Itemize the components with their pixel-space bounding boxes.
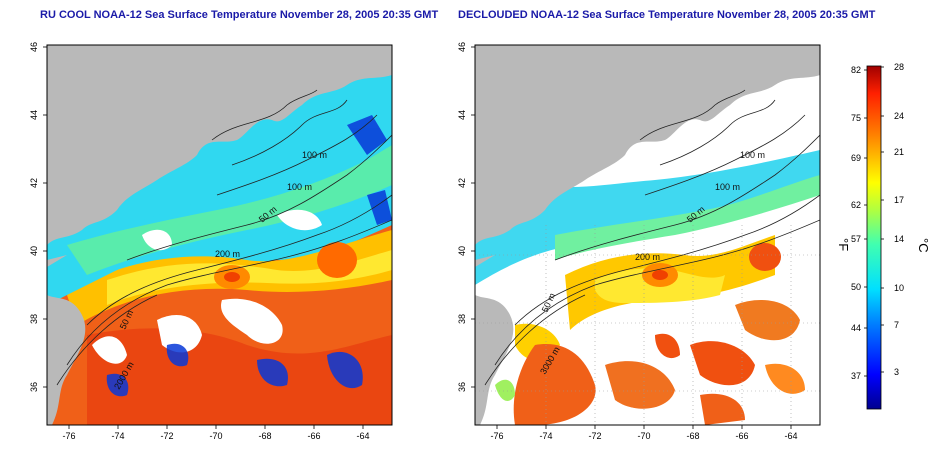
- fahrenheit-tick-label: 82: [851, 65, 861, 75]
- lon-tick-label: -76: [62, 431, 75, 441]
- contour-label: 100 m: [287, 182, 312, 192]
- lat-tick-label: 36: [29, 382, 39, 392]
- right-map-title: DECLOUDED NOAA-12 Sea Surface Temperatur…: [458, 9, 876, 21]
- lon-tick-label: -66: [735, 431, 748, 441]
- contour-label: 100 m: [715, 182, 740, 192]
- fahrenheit-tick-label: 75: [851, 113, 861, 123]
- celsius-tick-label: 24: [894, 111, 904, 121]
- colorbar-gradient: [866, 65, 882, 410]
- lon-tick-label: -70: [637, 431, 650, 441]
- lat-tick-label: 36: [457, 382, 467, 392]
- lon-tick-label: -64: [784, 431, 797, 441]
- right-lon-axis: -76 -74 -72 -70 -68 -66 -64: [490, 425, 798, 441]
- lat-tick-label: 44: [457, 110, 467, 120]
- left-lat-axis: 46 44 42 40 38 36: [29, 42, 47, 392]
- celsius-tick-label: 28: [894, 62, 904, 72]
- cold-pixels: [106, 115, 392, 397]
- contour-label: 200 m: [635, 252, 660, 262]
- right-lat-axis: 46 44 42 40 38 36: [457, 42, 475, 392]
- fahrenheit-ticks: 82 75 69 62 57 50 44 37: [851, 65, 867, 381]
- lon-tick-label: -70: [209, 431, 222, 441]
- lon-tick-label: -74: [539, 431, 552, 441]
- celsius-ticks: 28 24 21 17 14 10 7 3: [881, 62, 904, 377]
- colorbar: 82 75 69 62 57 50 44 37 28 24 21 17 14 10 7 3 °F °C: [836, 62, 931, 410]
- lon-tick-label: -66: [307, 431, 320, 441]
- lat-tick-label: 46: [457, 42, 467, 52]
- lat-tick-label: 46: [29, 42, 39, 52]
- celsius-tick-label: 17: [894, 195, 904, 205]
- fahrenheit-tick-label: 69: [851, 153, 861, 163]
- lon-tick-label: -74: [111, 431, 124, 441]
- right-map-panel: 100 m 100 m 50 m 200 m 50 m 3000 m -7: [457, 42, 821, 441]
- lat-tick-label: 42: [457, 178, 467, 188]
- celsius-unit-label: °C: [916, 238, 931, 253]
- lat-tick-label: 38: [457, 314, 467, 324]
- left-lon-axis: -76 -74 -72 -70 -68 -66 -64: [62, 425, 370, 441]
- contour-label: 100 m: [302, 150, 327, 160]
- left-map-title: RU COOL NOAA-12 Sea Surface Temperature …: [40, 9, 439, 21]
- fahrenheit-tick-label: 37: [851, 371, 861, 381]
- lat-tick-label: 42: [29, 178, 39, 188]
- lon-tick-label: -68: [686, 431, 699, 441]
- lat-tick-label: 38: [29, 314, 39, 324]
- celsius-tick-label: 7: [894, 320, 899, 330]
- contour-label: 200 m: [215, 249, 240, 259]
- fahrenheit-tick-label: 50: [851, 282, 861, 292]
- celsius-tick-label: 14: [894, 234, 904, 244]
- celsius-tick-label: 10: [894, 283, 904, 293]
- lon-tick-label: -76: [490, 431, 503, 441]
- fahrenheit-tick-label: 44: [851, 323, 861, 333]
- lat-tick-label: 44: [29, 110, 39, 120]
- lon-tick-label: -68: [258, 431, 271, 441]
- contour-label: 100 m: [740, 150, 765, 160]
- fahrenheit-tick-label: 62: [851, 200, 861, 210]
- celsius-tick-label: 21: [894, 147, 904, 157]
- lon-tick-label: -64: [356, 431, 369, 441]
- left-map-panel: 100 m 100 m 50 m 200 m 50 m 2000 m -76 -7…: [29, 42, 393, 441]
- graticule: [475, 225, 820, 425]
- lon-tick-label: -72: [588, 431, 601, 441]
- celsius-tick-label: 3: [894, 367, 899, 377]
- fahrenheit-tick-label: 57: [851, 234, 861, 244]
- lat-tick-label: 40: [29, 246, 39, 256]
- lon-tick-label: -72: [160, 431, 173, 441]
- lat-tick-label: 40: [457, 246, 467, 256]
- fahrenheit-unit-label: °F: [836, 238, 851, 251]
